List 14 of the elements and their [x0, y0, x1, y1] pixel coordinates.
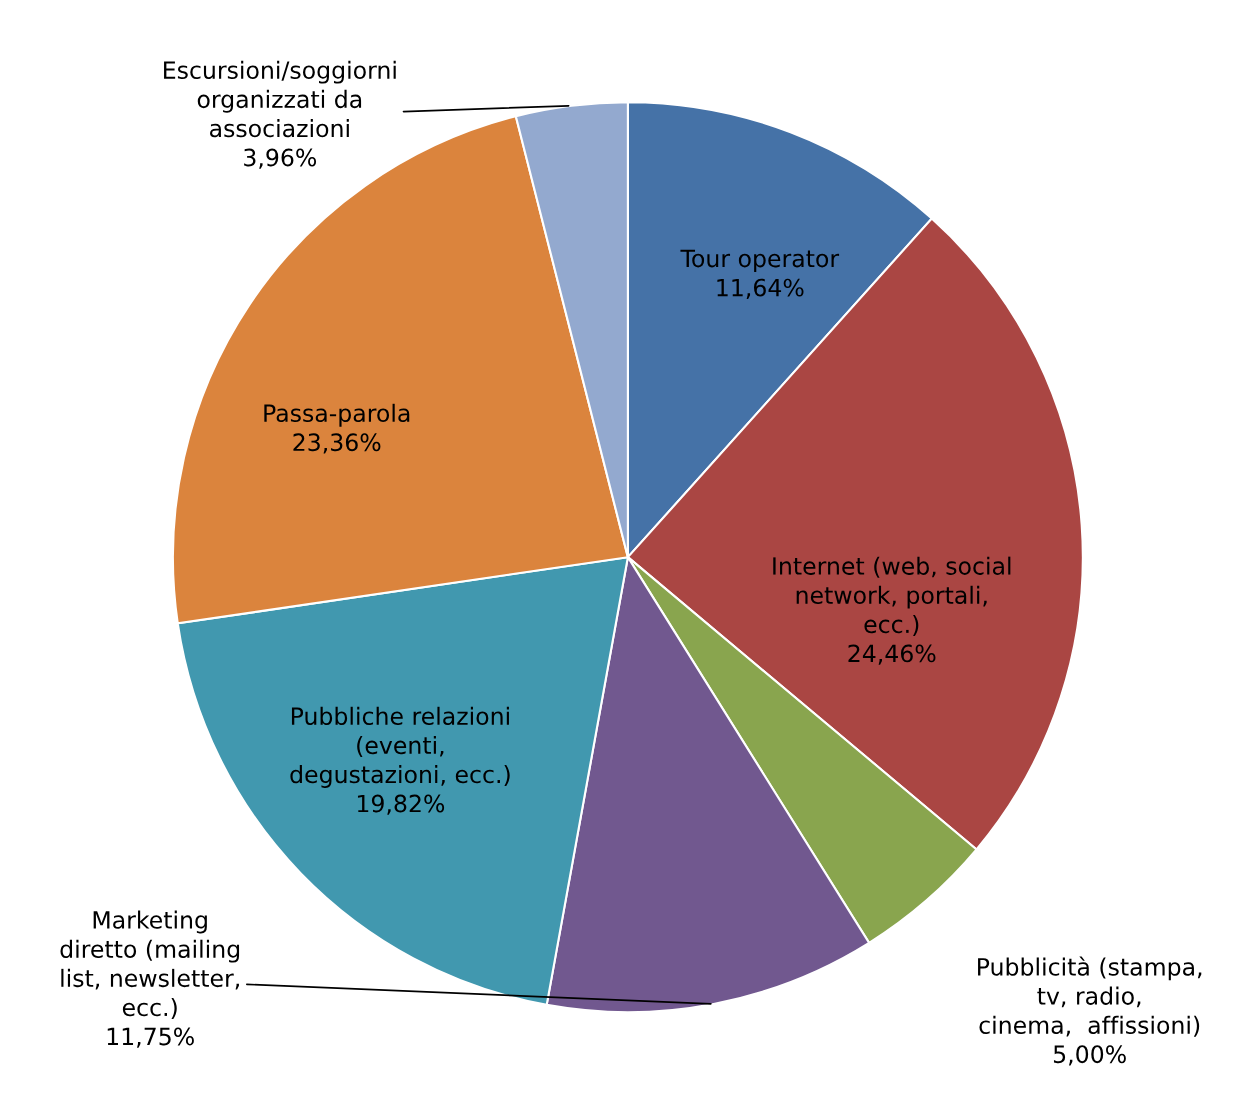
data-label: 24,46%: [848, 644, 936, 665]
data-label: 19,82%: [357, 794, 445, 815]
data-label: 23,36%: [293, 433, 381, 454]
data-label: 11,64%: [717, 278, 804, 299]
slice-label: Tour operator: [680, 249, 840, 272]
slice-label: Internet (web, social network, portali, ecc.): [773, 556, 1011, 636]
slice-label: Escursioni/soggiorni organizzati da associazioni: [164, 60, 396, 138]
slice-label: Pubbliche relazioni (eventi, degustazioni, ecc.): [290, 706, 510, 788]
data-label: 11,75%: [107, 1027, 194, 1048]
slice-label: Pubblicità (stampa, tv, radio, cinema, affissioni): [978, 956, 1202, 1037]
slice-label: Passa-parola: [264, 403, 410, 427]
slice-label: Marketing diretto (mailing list, newsletter, ecc.): [60, 910, 240, 1020]
data-label: 3,96%: [244, 148, 317, 169]
data-label: 5,00%: [1053, 1045, 1126, 1066]
